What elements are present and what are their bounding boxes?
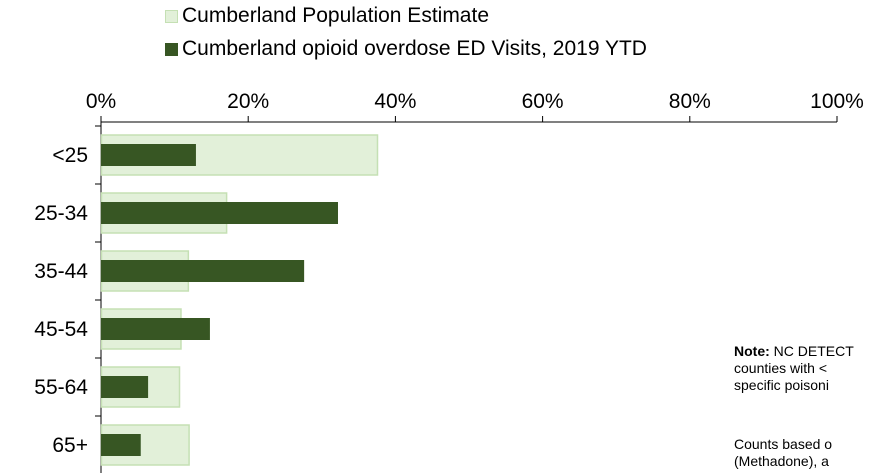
note-text-counts: Counts based o (Methadone), a <box>734 436 873 470</box>
note-text: Note: NC DETECT counties with < specific… <box>734 343 873 394</box>
bar-ed-visits <box>101 376 149 398</box>
x-tick-label: 80% <box>669 90 711 113</box>
bar-ed-visits <box>101 260 305 282</box>
bar-ed-visits <box>101 318 210 340</box>
note-line-4: Counts based o <box>734 436 833 452</box>
note-line-1: NC DETECT <box>769 343 854 359</box>
bar-ed-visits <box>101 434 141 456</box>
y-category-label: 45-54 <box>34 318 88 341</box>
note-bold-label: Note: <box>734 343 770 359</box>
bar-ed-visits <box>101 202 338 224</box>
note-line-5: (Methadone), a <box>734 453 829 469</box>
x-tick-label: 100% <box>810 90 864 113</box>
legend-label-ed-visits: Cumberland opioid overdose ED Visits, 20… <box>182 37 647 60</box>
legend-item-population: Cumberland Population Estimate <box>165 4 489 28</box>
legend-label-population: Cumberland Population Estimate <box>182 4 490 27</box>
x-tick-label: 60% <box>522 90 564 113</box>
note-line-3: specific poisoni <box>734 377 829 393</box>
y-category-label: <25 <box>52 144 88 167</box>
y-category-label: 35-44 <box>34 260 88 283</box>
x-tick-label: 20% <box>227 90 269 113</box>
y-category-label: 25-34 <box>34 202 88 225</box>
note-line-2: counties with < <box>734 360 827 376</box>
y-category-label: 65+ <box>52 434 88 457</box>
legend-item-ed-visits: Cumberland opioid overdose ED Visits, 20… <box>165 37 647 61</box>
y-category-label: 55-64 <box>34 376 88 399</box>
bar-ed-visits <box>101 144 196 166</box>
legend-swatch-population <box>165 10 178 23</box>
x-tick-label: 0% <box>86 90 116 113</box>
x-tick-label: 40% <box>374 90 416 113</box>
legend-swatch-ed-visits <box>165 43 178 56</box>
